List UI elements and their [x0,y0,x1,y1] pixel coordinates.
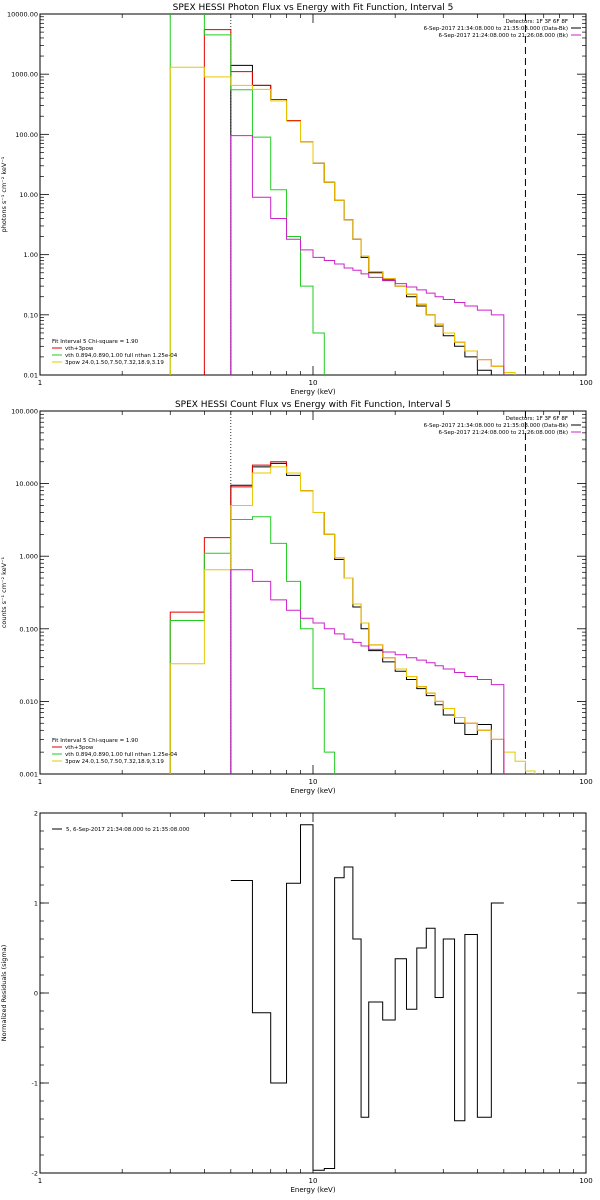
chart-panel-3: 1 10 100 Energy (keV) -2 -1 0 1 2 Normalized Resi… [0,810,593,1195]
y-tick-label: 0.01 [24,372,38,380]
y-tick-label: 0.010 [19,698,38,706]
y-tick-label: -2 [32,1170,38,1178]
legend-left-text: Fit Interval 5 Chi-square = 1.90 [52,738,139,744]
y-tick-label: 2 [34,810,38,818]
x-axis-label: Energy (keV) [290,388,335,396]
y-tick-label: 1.00 [24,251,38,259]
legend-right-text: Detectors: 1F 3F 6F 8F [506,19,568,25]
series-vth [169,516,336,774]
y-tick-label: 0.100 [19,625,38,633]
y-tick-label: 100.00 [15,131,38,139]
series-data [230,64,492,375]
series-vth-3pow [169,461,505,774]
y-tick-label: -1 [32,1080,38,1088]
legend-left-text: 3pow 24.0,1.50,7.50,7.32,18.9,3.19 [65,360,164,366]
y-axis-label: counts s⁻¹ cm⁻² keV⁻¹ [0,556,8,628]
series-residuals [230,824,504,1171]
chart-panel-1: SPEX HESSI Photon Flux vs Energy with Fi… [0,3,593,396]
legend-right-text: Detectors: 1F 3F 6F 8F [506,416,568,422]
legend-right-text: 6-Sep-2017 21:24:08.000 to 21:26:08.000 … [439,33,569,39]
legend-left-text: 5, 6-Sep-2017 21:34:08.000 to 21:35:08.0… [66,827,190,833]
series-3pow [169,466,536,774]
legend-left-text: vth 0.894,0.890,1.00 full nthan 1.25e-04 [65,752,178,758]
y-tick-label: 1000.00 [11,71,38,79]
y-tick-label: 0.001 [19,771,38,779]
y-tick-label: 1.000 [19,553,38,561]
plot-area [230,824,504,1171]
legend-left-text: 3pow 24.0,1.50,7.50,7.32,18.9,3.19 [65,759,164,765]
x-tick-label: 100 [579,379,592,387]
x-tick-label: 10 [309,379,318,387]
x-tick-label: 10 [309,1177,318,1185]
y-tick-label: 0 [34,990,38,998]
series-data [230,462,492,774]
legend-left-text: Fit Interval 5 Chi-square = 1.90 [52,339,139,345]
series-vth-3pow [203,29,505,375]
x-axis-label: Energy (keV) [290,787,335,795]
chart-title: SPEX HESSI Photon Flux vs Energy with Fi… [173,3,454,13]
x-tick-label: 1 [38,1177,42,1185]
x-tick-label: 100 [579,1177,592,1185]
legend-right-text: 6-Sep-2017 21:34:08.000 to 21:35:08.000 … [424,423,568,429]
chart-title: SPEX HESSI Count Flux vs Energy with Fit… [175,400,451,410]
chart-panel-2: SPEX HESSI Count Flux vs Energy with Fit… [0,400,593,795]
y-tick-label: 10.000 [15,480,38,488]
series-3pow [169,66,516,375]
y-tick-label: 100.000 [11,408,38,416]
y-tick-label: 1 [34,900,38,908]
x-tick-label: 100 [579,778,592,786]
y-axis-label: photons s⁻¹ cm⁻² keV⁻¹ [0,156,8,232]
legend-left-text: vth+3pow [65,346,94,352]
x-tick-label: 10 [309,778,318,786]
series-vth [169,14,325,375]
x-tick-label: 1 [38,778,42,786]
legend-right-text: 6-Sep-2017 21:34:08.000 to 21:35:08.000 … [424,26,568,32]
legend-left-text: vth+3pow [65,745,94,751]
plot-area [169,14,516,375]
series-bkg [230,569,505,774]
y-tick-label: 0.10 [24,311,38,319]
legend-right-text: 6-Sep-2017 21:24:08.000 to 21:26:08.000 … [439,430,569,436]
y-tick-label: 10.00 [19,191,38,199]
plot-area [169,461,536,774]
x-tick-label: 1 [38,379,42,387]
y-axis-label: Normalized Residuals (sigma) [0,945,8,1042]
legend-left-text: vth 0.894,0.890,1.00 full nthan 1.25e-04 [65,353,178,359]
y-tick-label: 10000.00 [7,11,38,19]
x-axis-label: Energy (keV) [290,1186,335,1194]
series-bkg [230,135,505,375]
